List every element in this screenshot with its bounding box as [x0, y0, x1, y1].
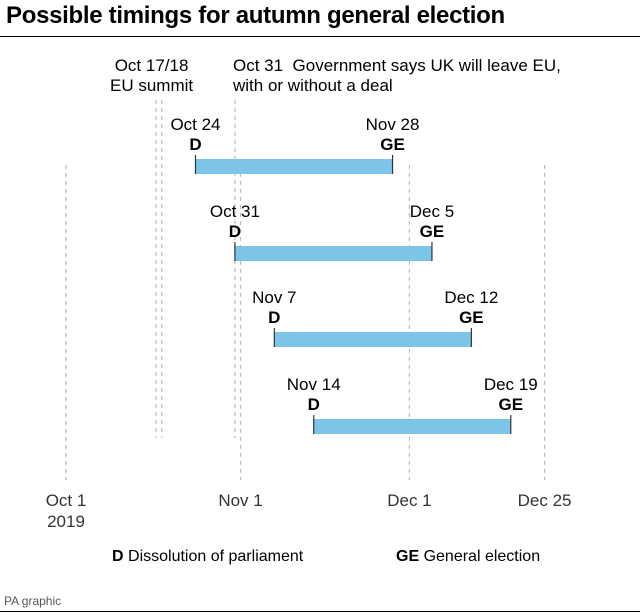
- dissolution-date-label: Oct 24: [170, 115, 220, 134]
- election-marker: GE: [498, 395, 523, 414]
- axis-tick-label: Dec 25: [518, 491, 572, 510]
- dissolution-date-label: Oct 31: [210, 202, 260, 221]
- legend-ge-key: GE: [396, 548, 420, 565]
- legend-d-text: Dissolution of parliament: [128, 548, 304, 565]
- chart-title: Possible timings for autumn general elec…: [6, 2, 505, 29]
- timeline-bar: [195, 159, 393, 174]
- timeline-bar: [274, 332, 472, 347]
- event-eu-summit-label: EU summit: [110, 76, 194, 95]
- legend-dissolution: D Dissolution of parliament: [112, 548, 303, 566]
- election-marker: GE: [420, 222, 445, 241]
- legend-d-key: D: [112, 548, 124, 565]
- dissolution-marker: D: [308, 395, 320, 414]
- election-date-label: Dec 12: [444, 288, 498, 307]
- election-date-label: Nov 28: [366, 115, 420, 134]
- timeline-bar: [234, 246, 432, 261]
- event-brexit-deadline-line2: with or without a deal: [233, 76, 393, 95]
- dissolution-marker: D: [229, 222, 241, 241]
- event-brexit-deadline-line1: Oct 31 Government says UK will leave EU,: [233, 56, 561, 75]
- election-marker: GE: [380, 135, 405, 154]
- timeline-bar: [313, 419, 511, 434]
- dissolution-marker: D: [268, 308, 280, 327]
- election-date-label: Dec 19: [484, 375, 538, 394]
- event-brexit-deadline: Oct 31 Government says UK will leave EU,…: [233, 56, 561, 96]
- dissolution-date-label: Nov 7: [252, 288, 296, 307]
- legend-general-election: GE General election: [396, 548, 540, 566]
- legend-ge-text: General election: [423, 548, 541, 565]
- axis-tick-label: Nov 1: [218, 491, 262, 510]
- dissolution-marker: D: [189, 135, 201, 154]
- bottom-rule: [0, 611, 640, 612]
- dissolution-date-label: Nov 14: [287, 375, 341, 394]
- source-credit: PA graphic: [4, 594, 62, 608]
- election-marker: GE: [459, 308, 484, 327]
- axis-tick-sublabel: 2019: [47, 512, 85, 531]
- election-date-label: Dec 5: [410, 202, 454, 221]
- event-eu-summit-date: Oct 17/18: [114, 56, 189, 75]
- axis-tick-label: Dec 1: [387, 491, 431, 510]
- event-eu-summit: Oct 17/18 EU summit: [110, 56, 193, 96]
- top-rule: [0, 36, 640, 37]
- axis-tick-label: Oct 1: [46, 491, 87, 510]
